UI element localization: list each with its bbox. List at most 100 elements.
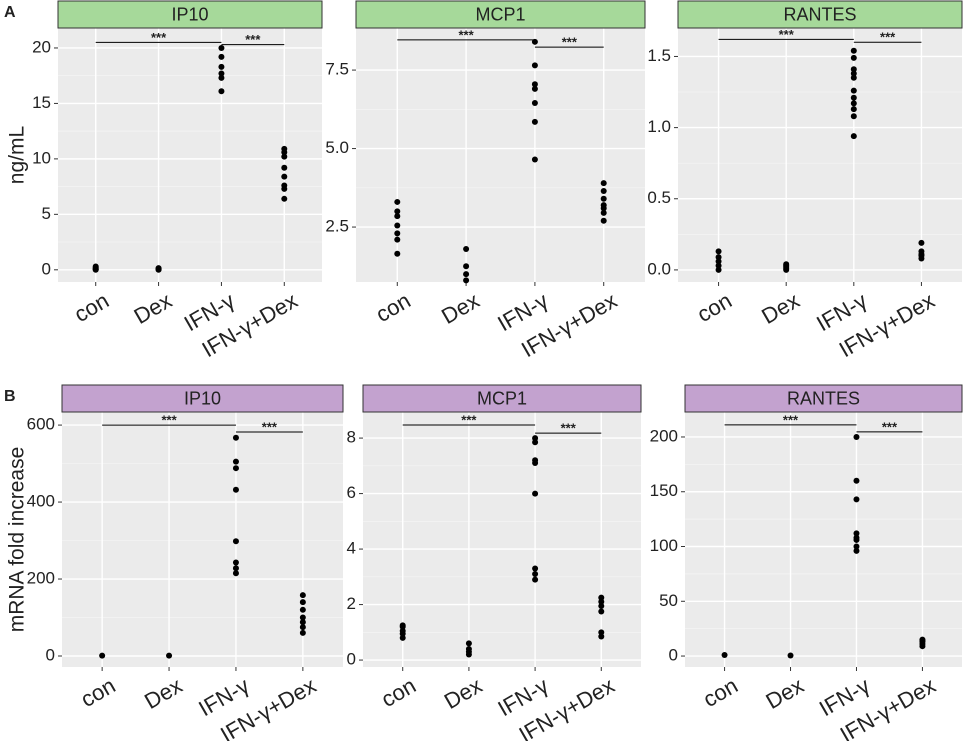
data-point: [465, 640, 472, 647]
y-tick-label: 1.5: [647, 46, 671, 65]
data-point: [463, 277, 470, 284]
data-point: [918, 239, 925, 246]
strip: [677, 0, 963, 29]
data-point: [281, 195, 288, 202]
data-point: [600, 195, 607, 202]
data-point: [721, 651, 728, 658]
significance-label: ***: [561, 421, 577, 436]
data-point: [299, 629, 306, 636]
data-point: [399, 622, 406, 629]
data-point: [853, 530, 860, 537]
data-point: [399, 627, 406, 634]
x-tick-label: con: [693, 288, 736, 327]
data-point: [99, 652, 106, 659]
significance-label: ***: [562, 35, 578, 50]
data-point: [850, 47, 857, 54]
x-tick-label: con: [377, 673, 420, 712]
data-point: [232, 565, 239, 572]
strip-title: IP10: [184, 388, 221, 408]
data-point: [600, 217, 607, 224]
data-point: [299, 592, 306, 599]
data-point: [299, 619, 306, 626]
y-tick-label: 6: [347, 483, 356, 502]
data-point: [281, 164, 288, 171]
x-tick-label: Dex: [130, 288, 176, 329]
y-tick-label: 400: [27, 492, 55, 511]
y-tick-label: 200: [650, 426, 678, 445]
data-point: [92, 263, 99, 270]
data-point: [399, 634, 406, 641]
data-point: [232, 538, 239, 545]
strip-title: RANTES: [783, 4, 856, 24]
data-point: [600, 180, 607, 187]
data-point: [218, 63, 225, 70]
x-tick-label: con: [70, 288, 113, 327]
data-point: [600, 209, 607, 216]
data-point: [918, 248, 925, 255]
data-point: [463, 263, 470, 270]
data-point: [531, 100, 538, 107]
data-point: [281, 182, 288, 189]
data-point: [299, 606, 306, 613]
data-point: [598, 602, 605, 609]
data-point: [715, 258, 722, 265]
data-point: [394, 222, 401, 229]
data-point: [463, 246, 470, 253]
data-point: [853, 433, 860, 440]
y-tick-label: 10: [32, 148, 51, 167]
y-tick-label: 0: [347, 650, 356, 669]
y-tick-label: 600: [27, 415, 55, 434]
y-axis-label: mRNA fold increase: [6, 447, 29, 633]
plot-background: [685, 412, 962, 667]
data-point: [155, 265, 162, 272]
data-point: [783, 261, 790, 268]
plot-background: [678, 28, 962, 282]
y-tick-label: 15: [32, 93, 51, 112]
data-point: [299, 614, 306, 621]
significance-label: ***: [783, 412, 799, 427]
y-tick-label: 1.0: [647, 117, 671, 136]
significance-label: ***: [459, 27, 475, 42]
data-point: [598, 594, 605, 601]
y-tick-label: 7.5: [325, 60, 349, 79]
strip-title: MCP1: [475, 4, 525, 24]
data-point: [850, 70, 857, 77]
data-point: [715, 254, 722, 261]
strip-title: IP10: [171, 4, 208, 24]
plot-background: [363, 412, 641, 667]
data-point: [715, 266, 722, 273]
data-point: [531, 85, 538, 92]
significance-label: ***: [151, 30, 167, 45]
data-point: [850, 66, 857, 73]
data-point: [465, 645, 472, 652]
data-point: [532, 457, 539, 464]
data-point: [394, 208, 401, 215]
data-point: [853, 534, 860, 541]
data-point: [850, 133, 857, 140]
y-tick-label: 50: [659, 591, 678, 610]
data-point: [919, 636, 926, 643]
significance-label: ***: [880, 30, 896, 45]
significance-label: ***: [245, 32, 261, 47]
data-point: [218, 53, 225, 60]
data-point: [531, 156, 538, 163]
data-point: [850, 94, 857, 101]
data-point: [715, 248, 722, 255]
significance-label: ***: [461, 412, 477, 427]
data-point: [166, 652, 173, 659]
data-point: [532, 571, 539, 578]
x-tick-label: Dex: [762, 673, 808, 714]
data-point: [463, 271, 470, 278]
data-point: [598, 598, 605, 605]
data-point: [299, 599, 306, 606]
data-point: [531, 62, 538, 69]
y-tick-label: 20: [32, 37, 51, 56]
data-point: [218, 70, 225, 77]
data-point: [232, 465, 239, 472]
data-point: [532, 439, 539, 446]
data-point: [218, 74, 225, 81]
data-point: [531, 118, 538, 125]
panel-label: A: [4, 4, 16, 21]
y-tick-label: 150: [650, 481, 678, 500]
y-tick-label: 2: [347, 594, 356, 613]
